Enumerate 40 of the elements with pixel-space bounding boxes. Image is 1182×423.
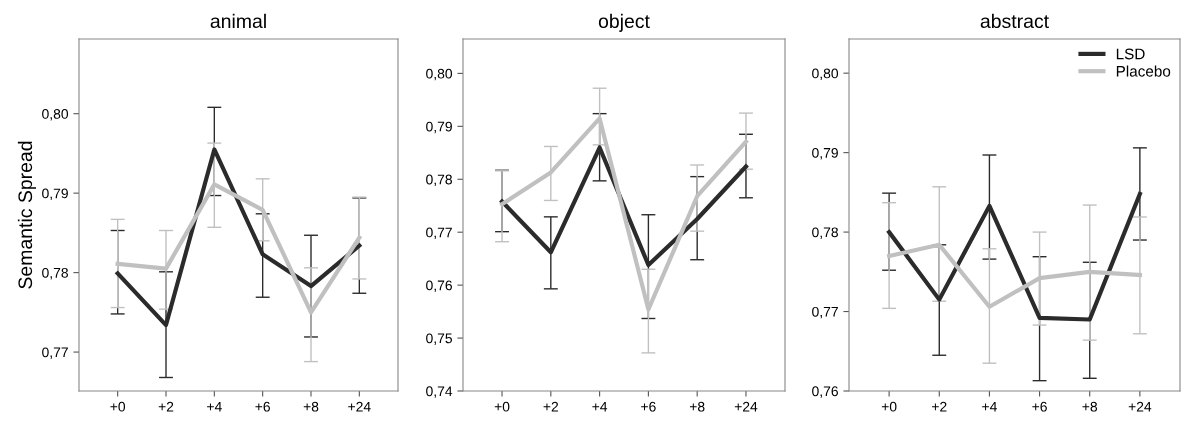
x-tick-label: +24 [348,401,371,412]
y-tick-label: 0,78 [42,267,68,280]
y-tick-label: 0,79 [426,121,452,134]
x-tick-label: +6 [1032,401,1047,412]
x-tick-label: +4 [207,401,222,412]
y-tick-label: 0,74 [426,386,453,398]
chart-title: animal [210,13,266,29]
y-tick-label: 0,80 [42,109,69,121]
x-tick-label: +0 [110,401,126,412]
x-tick-label: +4 [592,401,608,412]
x-tick-label: +8 [1082,401,1098,412]
y-tick-label: 0,76 [812,386,838,398]
y-tick-label: 0,78 [812,227,838,239]
y-tick-label: 0,77 [42,347,68,359]
y-tick-label: 0,77 [426,227,452,240]
x-tick-label: +8 [303,401,319,412]
x-tick-label: +24 [734,401,758,412]
x-tick-label: +2 [158,401,174,412]
x-tick-label: +0 [494,401,510,412]
x-tick-label: +2 [932,401,947,412]
y-tick-label: 0,75 [426,333,452,345]
y-tick-label: 0,79 [42,188,68,200]
x-tick-label: +8 [689,401,705,412]
x-tick-label: +2 [543,401,559,412]
x-tick-label: +6 [641,401,656,412]
y-tick-label: 0,80 [426,68,453,81]
chart-title: abstract [980,13,1049,29]
y-tick-label: 0,76 [426,280,452,292]
legend-label: Placebo [1116,65,1171,77]
x-tick-label: +6 [255,401,270,412]
chart-title: object [598,13,650,32]
y-tick-label: 0,80 [812,68,839,80]
x-tick-label: +24 [1128,401,1152,412]
y-tick-label: 0,79 [812,147,838,160]
x-tick-label: +0 [881,401,897,412]
y-tick-label: 0,77 [812,306,838,319]
y-axis-title: Semantic Spread [17,141,36,289]
x-tick-label: +4 [982,401,997,412]
y-tick-label: 0,78 [426,174,452,187]
legend-label: LSD [1116,48,1145,60]
